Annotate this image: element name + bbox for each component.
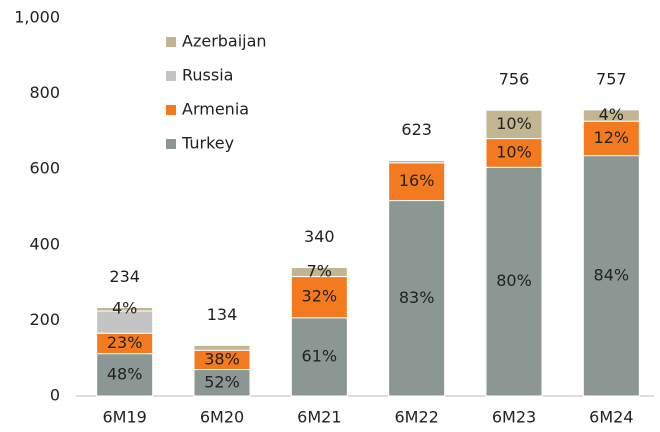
y-tick-label: 0 — [50, 386, 60, 405]
share-label: 80% — [496, 271, 532, 290]
share-label: 23% — [107, 333, 143, 352]
x-tick-label: 6M20 — [200, 408, 244, 427]
y-tick-label: 1,000 — [14, 8, 60, 27]
bar-segment — [485, 138, 543, 168]
x-tick-label: 6M24 — [589, 408, 633, 427]
total-label: 623 — [401, 120, 432, 139]
share-label: 4% — [599, 105, 624, 124]
share-label: 10% — [496, 142, 532, 161]
bar-segment — [582, 109, 640, 122]
legend-swatch — [166, 105, 176, 115]
share-label: 7% — [307, 262, 332, 281]
bar-segment — [193, 344, 251, 351]
y-tick-label: 400 — [29, 234, 60, 253]
legend-label: Turkey — [181, 134, 234, 153]
share-label: 83% — [399, 288, 435, 307]
share-label: 61% — [302, 346, 338, 365]
share-label: 12% — [594, 128, 630, 147]
x-tick-label: 6M23 — [492, 408, 536, 427]
total-label: 757 — [596, 69, 627, 88]
bar-segment — [290, 266, 348, 278]
share-label: 10% — [496, 114, 532, 133]
bar-segment — [290, 276, 348, 319]
bar-segment — [388, 160, 446, 164]
bar-segment — [582, 120, 640, 157]
bar-segment — [193, 369, 251, 397]
share-label: 32% — [302, 287, 338, 306]
x-tick-label: 6M21 — [297, 408, 341, 427]
total-label: 340 — [304, 227, 335, 246]
legend-label: Armenia — [182, 100, 249, 119]
y-tick-label: 600 — [29, 159, 60, 178]
legend-swatch — [166, 71, 176, 81]
x-tick-label: 6M22 — [394, 408, 438, 427]
share-label: 16% — [399, 171, 435, 190]
total-label: 134 — [207, 305, 238, 324]
share-label: 48% — [107, 364, 143, 383]
legend-swatch — [166, 139, 176, 149]
bar-segment — [485, 166, 543, 397]
legend-label: Russia — [182, 66, 233, 85]
share-label: 52% — [204, 372, 240, 391]
bar-segment — [388, 200, 446, 397]
bar-segment — [96, 353, 154, 397]
y-tick-label: 200 — [29, 310, 60, 329]
share-label: 84% — [594, 265, 630, 284]
legend-swatch — [166, 37, 176, 47]
x-tick-label: 6M19 — [102, 408, 146, 427]
share-label: 38% — [204, 349, 240, 368]
bar-segment — [96, 307, 154, 312]
bar-segment — [290, 317, 348, 397]
legend-label: Azerbaijan — [182, 32, 267, 51]
y-tick-label: 800 — [29, 83, 60, 102]
bar-segment — [485, 109, 543, 140]
total-label: 756 — [499, 70, 530, 89]
share-label: 4% — [112, 299, 137, 318]
total-label: 234 — [109, 267, 140, 286]
